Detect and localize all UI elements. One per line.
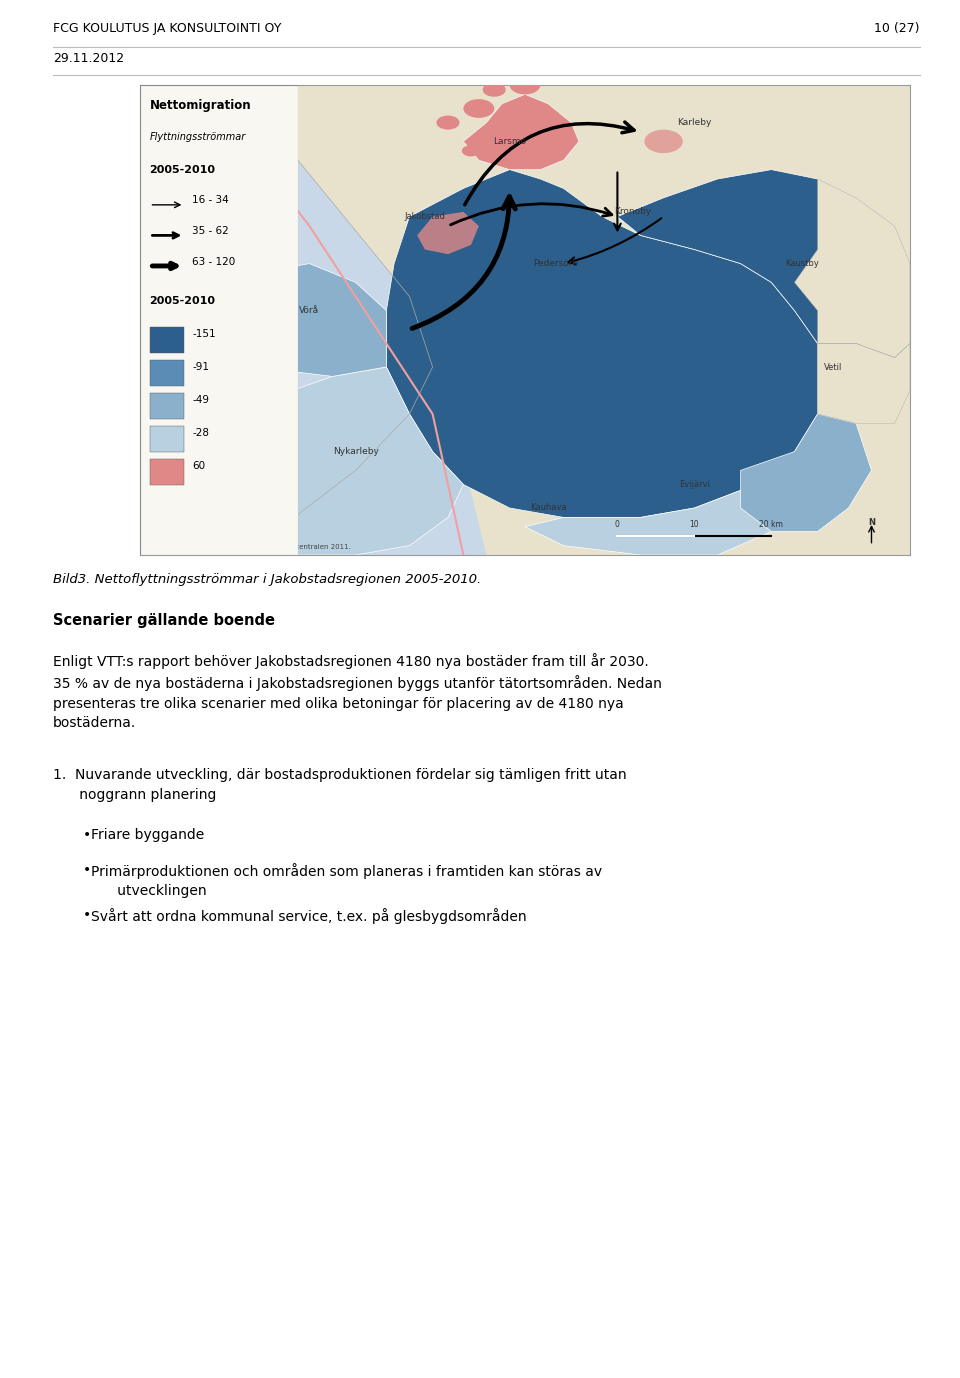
Polygon shape	[795, 179, 910, 358]
FancyArrowPatch shape	[450, 204, 612, 225]
Text: Jakobstad: Jakobstad	[404, 212, 445, 220]
Text: Friare byggande: Friare byggande	[91, 828, 204, 842]
Polygon shape	[217, 263, 386, 376]
Text: -151: -151	[192, 329, 216, 339]
Text: 29.11.2012: 29.11.2012	[53, 52, 124, 65]
Text: Källor: © Lantmäteriverket 2011, Statistikcentralen 2011.: Källor: © Lantmäteriverket 2011, Statist…	[148, 544, 350, 550]
Circle shape	[495, 124, 523, 141]
Text: 20 km: 20 km	[759, 520, 783, 529]
Text: 2005-2010: 2005-2010	[150, 296, 215, 306]
FancyBboxPatch shape	[150, 327, 184, 353]
Text: Pedersöre: Pedersöre	[534, 259, 578, 269]
Circle shape	[462, 145, 480, 157]
Polygon shape	[525, 452, 818, 555]
Text: 35 - 62: 35 - 62	[192, 226, 229, 236]
Text: 63 - 120: 63 - 120	[192, 256, 235, 266]
Polygon shape	[140, 85, 487, 555]
Text: 60: 60	[192, 462, 205, 471]
FancyArrowPatch shape	[465, 123, 634, 205]
Text: Nykarleby: Nykarleby	[333, 446, 378, 456]
FancyBboxPatch shape	[150, 393, 184, 419]
Circle shape	[464, 99, 494, 119]
Text: Vetil: Vetil	[824, 362, 842, 372]
Circle shape	[510, 76, 540, 95]
Text: Enligt VTT:s rapport behöver Jakobstadsregionen 4180 nya bostäder fram till år 2: Enligt VTT:s rapport behöver Jakobstadsr…	[53, 653, 661, 730]
Polygon shape	[818, 343, 910, 423]
Text: Bild3. Nettoflyttningsströmmar i Jakobstadsregionen 2005-2010.: Bild3. Nettoflyttningsströmmar i Jakobst…	[53, 573, 481, 586]
Text: Karleby: Karleby	[677, 119, 711, 127]
Text: Vörå: Vörå	[300, 306, 320, 316]
Text: 1.  Nuvarande utveckling, där bostadsproduktionen fördelar sig tämligen fritt ut: 1. Nuvarande utveckling, där bostadsprod…	[53, 768, 627, 802]
Polygon shape	[464, 95, 579, 169]
Polygon shape	[418, 212, 479, 254]
Text: -28: -28	[192, 429, 209, 438]
Polygon shape	[740, 413, 872, 532]
FancyArrowPatch shape	[568, 218, 661, 265]
Text: FCG KOULUTUS JA KONSULTOINTI OY: FCG KOULUTUS JA KONSULTOINTI OY	[53, 22, 281, 34]
Text: Kronoby: Kronoby	[614, 208, 652, 216]
Text: •: •	[84, 863, 91, 876]
FancyArrowPatch shape	[614, 172, 621, 230]
Text: 2005-2010: 2005-2010	[150, 165, 215, 175]
FancyBboxPatch shape	[150, 426, 184, 452]
Polygon shape	[386, 169, 833, 517]
Polygon shape	[217, 367, 464, 555]
Text: -91: -91	[192, 362, 209, 372]
Text: Nettomigration: Nettomigration	[150, 99, 252, 112]
FancyBboxPatch shape	[150, 360, 184, 386]
FancyBboxPatch shape	[140, 85, 299, 555]
Text: N: N	[868, 518, 875, 526]
Circle shape	[483, 83, 506, 96]
Circle shape	[437, 116, 460, 130]
Text: Kaustby: Kaustby	[785, 259, 819, 269]
FancyBboxPatch shape	[150, 459, 184, 485]
Text: Svårt att ordna kommunal service, t.ex. på glesbygdsområden: Svårt att ordna kommunal service, t.ex. …	[91, 908, 527, 925]
Text: Evijärvi: Evijärvi	[679, 480, 709, 489]
Text: -49: -49	[192, 395, 209, 405]
Text: Flyttningsströmmar: Flyttningsströmmar	[150, 132, 246, 142]
Text: Larsmo: Larsmo	[493, 136, 526, 146]
Text: 16 - 34: 16 - 34	[192, 196, 229, 205]
Text: Primärproduktionen och områden som planeras i framtiden kan störas av
      utve: Primärproduktionen och områden som plane…	[91, 863, 602, 898]
Text: 10 (27): 10 (27)	[875, 22, 920, 34]
Circle shape	[644, 130, 683, 153]
Text: 0: 0	[615, 520, 620, 529]
Text: Kauhava: Kauhava	[530, 503, 566, 513]
Text: Scenarier gällande boende: Scenarier gällande boende	[53, 613, 275, 628]
Polygon shape	[617, 169, 910, 452]
Text: •: •	[84, 828, 91, 842]
FancyArrowPatch shape	[412, 197, 516, 328]
Text: •: •	[84, 908, 91, 922]
Text: 10: 10	[689, 520, 699, 529]
